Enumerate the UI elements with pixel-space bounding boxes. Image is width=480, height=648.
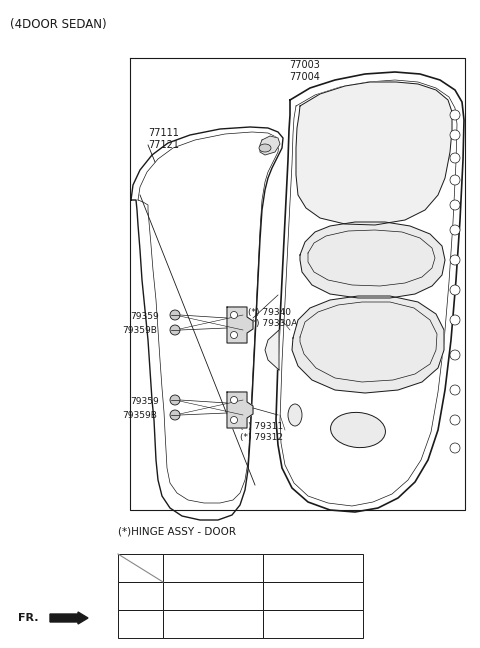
Polygon shape — [276, 72, 464, 512]
Polygon shape — [296, 82, 452, 225]
Circle shape — [230, 332, 238, 338]
FancyBboxPatch shape — [118, 582, 163, 610]
Text: (*) 79340
(*) 79330A: (*) 79340 (*) 79330A — [248, 308, 297, 328]
FancyBboxPatch shape — [163, 610, 263, 638]
Text: (*)HINGE ASSY - DOOR: (*)HINGE ASSY - DOOR — [118, 526, 236, 536]
Circle shape — [230, 312, 238, 319]
Circle shape — [450, 443, 460, 453]
Circle shape — [230, 417, 238, 424]
Circle shape — [450, 285, 460, 295]
FancyBboxPatch shape — [263, 610, 363, 638]
FancyBboxPatch shape — [118, 554, 163, 582]
Circle shape — [450, 415, 460, 425]
Ellipse shape — [331, 412, 385, 448]
Circle shape — [450, 175, 460, 185]
Circle shape — [170, 325, 180, 335]
Text: 79340-2V000: 79340-2V000 — [180, 619, 246, 629]
Ellipse shape — [259, 144, 271, 152]
FancyBboxPatch shape — [163, 582, 263, 610]
Polygon shape — [265, 330, 279, 370]
Circle shape — [450, 200, 460, 210]
Circle shape — [450, 130, 460, 140]
FancyBboxPatch shape — [163, 554, 263, 582]
Circle shape — [450, 255, 460, 265]
FancyArrow shape — [50, 612, 88, 624]
Circle shape — [450, 385, 460, 395]
Polygon shape — [227, 307, 253, 343]
Polygon shape — [227, 392, 253, 428]
Circle shape — [450, 153, 460, 163]
Text: (*) 79311
(*) 79312: (*) 79311 (*) 79312 — [240, 422, 283, 442]
Polygon shape — [292, 296, 444, 393]
Circle shape — [450, 110, 460, 120]
Text: (4DOOR SEDAN): (4DOOR SEDAN) — [10, 18, 107, 31]
Ellipse shape — [288, 404, 302, 426]
Text: 77111
77121: 77111 77121 — [148, 128, 179, 150]
Text: 77003
77004: 77003 77004 — [289, 60, 321, 82]
Text: FR.: FR. — [18, 613, 38, 623]
Circle shape — [450, 315, 460, 325]
Text: 79310-2H000: 79310-2H000 — [280, 619, 346, 629]
Polygon shape — [131, 127, 283, 520]
Circle shape — [170, 310, 180, 320]
Circle shape — [170, 410, 180, 420]
Text: 79320-2H000: 79320-2H000 — [280, 591, 346, 601]
Text: UPR: UPR — [203, 563, 223, 573]
Polygon shape — [300, 222, 445, 298]
Text: 79359B: 79359B — [122, 411, 157, 420]
Circle shape — [450, 225, 460, 235]
Text: RH: RH — [133, 619, 148, 629]
Text: 79330-2V000: 79330-2V000 — [180, 591, 246, 601]
Text: 79359: 79359 — [130, 312, 159, 321]
Circle shape — [450, 350, 460, 360]
Text: 79359B: 79359B — [122, 326, 157, 335]
Text: LH: LH — [134, 591, 147, 601]
Text: 79359: 79359 — [130, 397, 159, 406]
FancyBboxPatch shape — [263, 582, 363, 610]
Polygon shape — [260, 136, 280, 155]
Circle shape — [170, 395, 180, 405]
Circle shape — [230, 397, 238, 404]
Text: LWR: LWR — [302, 563, 324, 573]
FancyBboxPatch shape — [118, 610, 163, 638]
FancyBboxPatch shape — [263, 554, 363, 582]
